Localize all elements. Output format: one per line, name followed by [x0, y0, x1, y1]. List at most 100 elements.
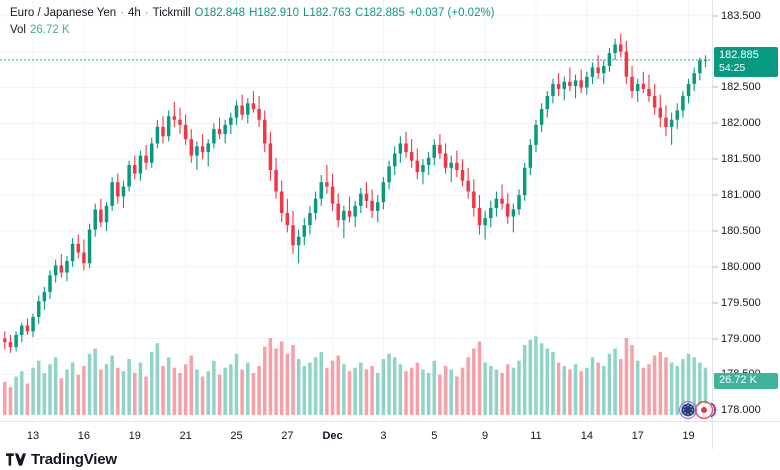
candle-body [415, 160, 420, 173]
price-tick-mark [713, 302, 718, 304]
candle-body [76, 243, 81, 253]
candle-body [138, 155, 143, 174]
price-tick-label: 181.500 [721, 153, 761, 166]
time-tick-label: 19 [682, 430, 695, 442]
volume-bar [31, 367, 35, 415]
legend-separator-1: · [120, 7, 124, 19]
price-tick-label: 183.500 [721, 9, 761, 22]
price-change: +0.037 (+0.02%) [408, 7, 495, 19]
time-tick-label: 27 [281, 430, 294, 442]
volume-bar [206, 371, 210, 415]
candle-body [466, 180, 470, 192]
volume-bar [613, 348, 617, 415]
candle-body [551, 83, 555, 97]
candle-body [528, 144, 533, 168]
volume-bar [99, 369, 103, 415]
volume-bar [455, 376, 459, 415]
candle-body [658, 107, 663, 118]
chart-legend: Euro / Japanese Yen · 4h · Tickmill O182… [10, 6, 495, 38]
volume-bar [426, 373, 431, 415]
volume-bar [686, 353, 691, 415]
price-tick-label: 179.500 [721, 296, 761, 309]
candle-body [568, 81, 572, 87]
volume-bar [342, 364, 346, 415]
price-tick-label: 182.500 [721, 81, 761, 94]
volume-bar [675, 366, 679, 415]
candle-body [392, 153, 397, 167]
exchange-label[interactable]: Tickmill [152, 7, 191, 19]
volume-bar [161, 366, 165, 415]
candle-body [262, 119, 267, 144]
price-axis[interactable]: 182.885 54:25 26.72 K 183.500183.000182.… [712, 0, 780, 421]
candle-body [36, 301, 41, 318]
price-tick-label: 180.000 [721, 260, 761, 273]
volume-bar [70, 362, 75, 415]
volume-bar [432, 360, 437, 415]
time-tick-label: 5 [431, 430, 438, 442]
volume-bar [551, 352, 555, 415]
tradingview-logo[interactable]: TradingView [6, 451, 117, 468]
volume-bar [438, 374, 442, 415]
volume-bar [664, 357, 668, 415]
volume-bar [302, 366, 307, 415]
candle-body [99, 209, 103, 223]
candle-body [613, 44, 617, 54]
volume-bar [268, 338, 273, 415]
volume-bar [624, 338, 629, 415]
candle-body [517, 195, 521, 210]
price-tick-label: 182.000 [721, 117, 761, 130]
candle-body [104, 205, 109, 223]
candle-body [257, 109, 261, 120]
footer-bar: TradingView [0, 449, 780, 470]
candle-body [483, 218, 487, 226]
candle-body [409, 152, 414, 161]
volume-bar [274, 348, 278, 415]
time-axis[interactable]: 13 16 19 21 25 27 Dec 3 5 9 11 14 17 19 [0, 421, 712, 449]
candle-body [647, 88, 651, 97]
candle-body [590, 67, 595, 77]
candle-body [562, 81, 566, 89]
time-tick-label: 17 [631, 430, 644, 442]
volume-bar [449, 369, 453, 415]
volume-bar [596, 362, 600, 415]
volume-bar [579, 371, 583, 415]
candle-body [404, 143, 408, 153]
interval-label[interactable]: 4h [128, 7, 141, 19]
price-tick-mark [713, 86, 718, 88]
candle-body [285, 213, 290, 226]
price-tick-mark [713, 15, 718, 17]
symbol-flags-badge[interactable] [676, 400, 720, 420]
volume-bar [568, 369, 572, 415]
candle-body [268, 143, 273, 170]
candle-body [172, 116, 177, 120]
volume-bar [500, 373, 504, 415]
volume-bar [313, 357, 318, 415]
candle-body [455, 162, 459, 170]
price-tick-mark [713, 338, 718, 340]
candle-body [675, 110, 679, 120]
price-tick-mark [713, 266, 718, 268]
candle-body [14, 334, 18, 348]
symbol-title[interactable]: Euro / Japanese Yen [10, 7, 117, 19]
volume-bar [25, 383, 30, 415]
candle-body [398, 143, 403, 154]
volume-bar [223, 367, 227, 415]
candle-body [127, 164, 131, 187]
candle-body [681, 96, 685, 111]
candle-body [70, 243, 75, 262]
candle-body [443, 153, 448, 168]
chart-plot-area[interactable] [0, 0, 712, 421]
volume-bar [573, 364, 578, 415]
volume-bar [296, 359, 301, 415]
volume-bar [116, 367, 120, 415]
candle-body [494, 198, 499, 208]
volume-bar [466, 357, 470, 415]
candle-body [121, 186, 126, 197]
volume-bar [195, 369, 199, 415]
volume-bar [104, 364, 109, 415]
candle-body [110, 182, 114, 206]
close-key: C [354, 7, 364, 19]
candle-body [387, 166, 391, 183]
candle-body [25, 325, 30, 332]
open-key: O [194, 7, 204, 19]
